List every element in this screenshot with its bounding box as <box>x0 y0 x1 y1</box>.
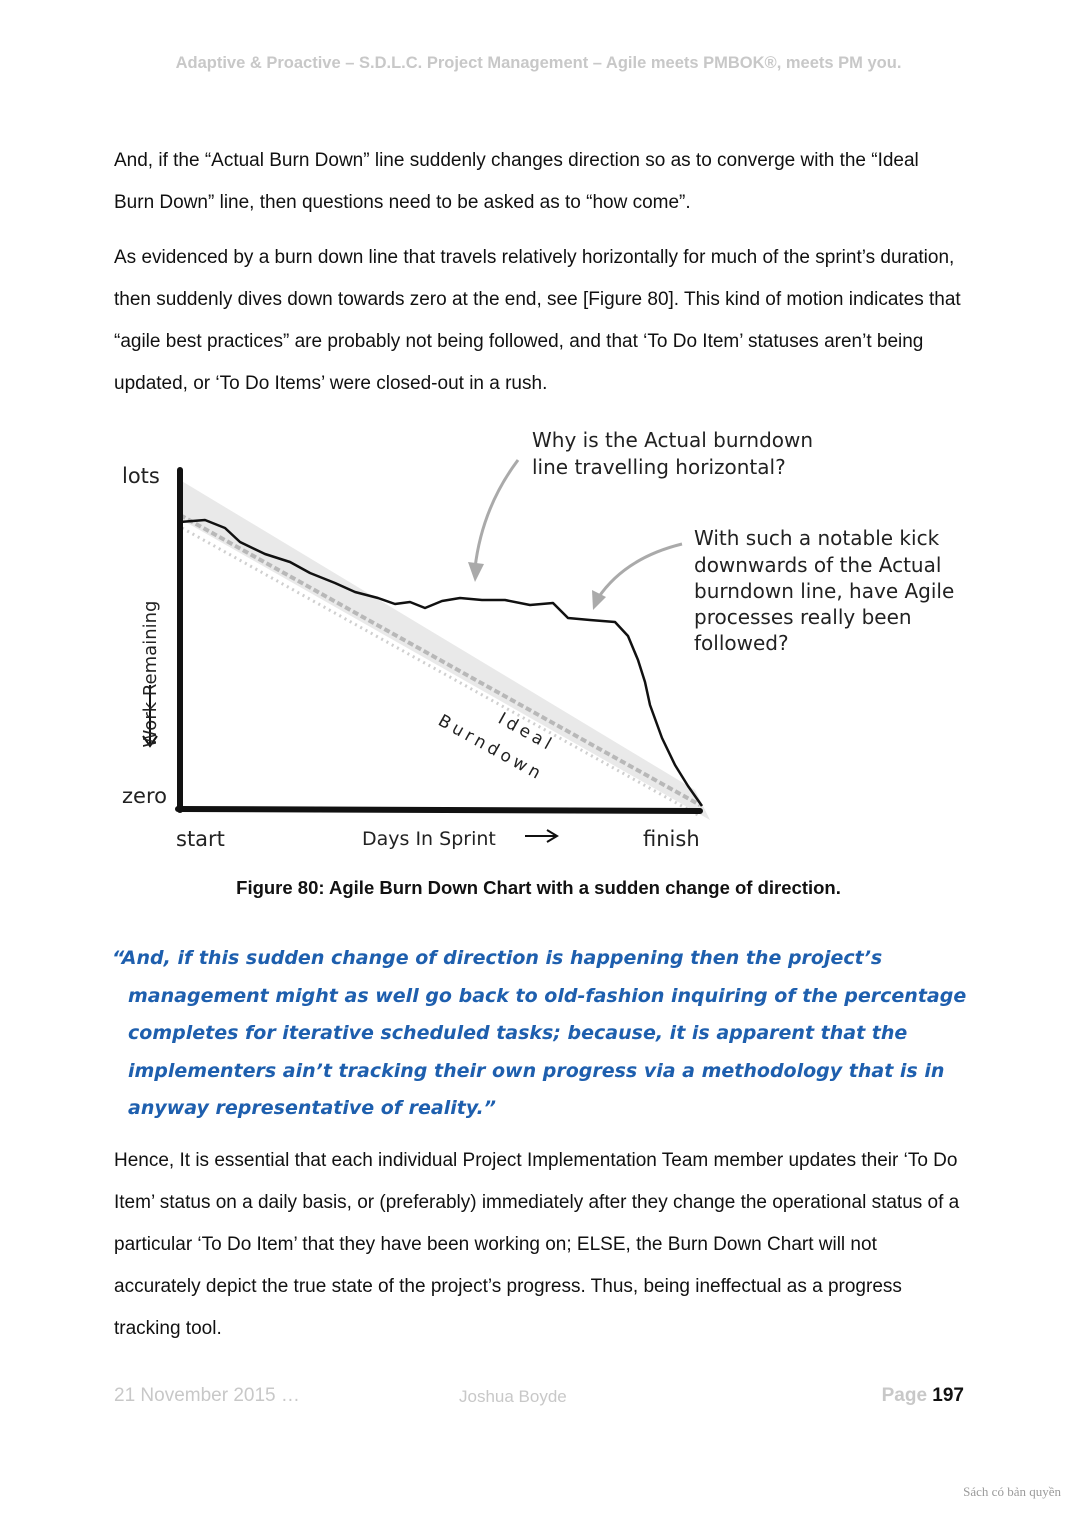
paragraph-3: Hence, It is essential that each individ… <box>114 1150 960 1339</box>
ideal-line <box>179 513 701 807</box>
callout-2-line-5: followed? <box>694 631 789 655</box>
y-axis-label: Work Remaining <box>140 601 161 748</box>
burndown-figure: lots zero Work Remaining start Days In S… <box>110 420 970 860</box>
paragraph-1: And, if the “Actual Burn Down” line sudd… <box>114 150 919 213</box>
paragraph-2: As evidenced by a burn down line that tr… <box>114 247 961 394</box>
callout-1-line-2: line travelling horizontal? <box>532 455 786 479</box>
burndown-illustration: lots zero Work Remaining start Days In S… <box>122 428 954 851</box>
callout-2-line-3: burndown line, have Agile <box>694 579 954 603</box>
x-axis-label: Days In Sprint <box>362 828 496 850</box>
x-label-arrow-head <box>546 829 559 843</box>
y-bottom-label: zero <box>122 784 167 808</box>
arrow-1-head <box>468 562 484 582</box>
callout-2-line-4: processes really been <box>694 605 912 629</box>
arrow-1 <box>473 459 520 569</box>
page-footer: 21 November 2015 … Joshua Boyde Page 197 <box>114 1385 964 1411</box>
footer-page-number: 197 <box>932 1385 964 1406</box>
callout-1-line-1: Why is the Actual burndown <box>532 428 813 452</box>
callout-2-line-2: downwards of the Actual <box>694 553 941 577</box>
actual-burndown-line <box>179 518 704 807</box>
arrow-2-head <box>592 590 606 610</box>
footer-page: Page 197 <box>882 1385 964 1407</box>
pull-quote: “And, if this sudden change of direction… <box>112 947 967 1119</box>
running-header: Adaptive & Proactive – S.D.L.C. Project … <box>175 54 902 72</box>
x-axis <box>175 806 703 814</box>
ideal-band <box>180 480 710 820</box>
x-right-label: finish <box>643 827 700 851</box>
footer-date: 21 November 2015 … <box>114 1385 300 1406</box>
figure-caption: Figure 80: Agile Burn Down Chart with a … <box>236 877 841 898</box>
arrow-2 <box>596 542 683 599</box>
watermark: Sách có bản quyền <box>963 1484 1061 1499</box>
ideal-label-2: Burndown <box>435 711 548 786</box>
footer-author: Joshua Boyde <box>459 1387 567 1406</box>
callout-2-line-1: With such a notable kick <box>694 526 940 550</box>
ideal-line-texture <box>181 526 699 817</box>
footer-page-label: Page <box>881 1385 928 1406</box>
y-top-label: lots <box>122 464 160 488</box>
y-label-arrow-head <box>142 735 158 748</box>
x-left-label: start <box>176 827 225 851</box>
